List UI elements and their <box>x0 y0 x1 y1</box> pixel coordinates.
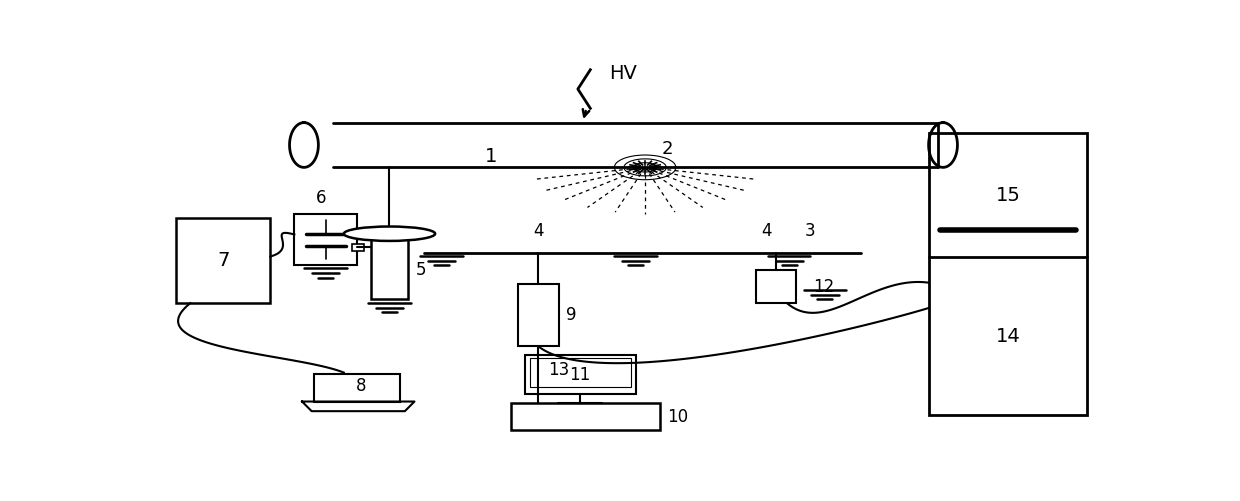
Text: 9: 9 <box>567 306 577 324</box>
Bar <box>176 218 270 303</box>
Text: HV: HV <box>610 64 637 83</box>
Text: 10: 10 <box>667 408 688 426</box>
Bar <box>294 214 357 265</box>
Text: 7: 7 <box>217 251 229 270</box>
Text: 12: 12 <box>813 278 835 296</box>
Text: 8: 8 <box>356 377 367 395</box>
Ellipse shape <box>343 226 435 241</box>
Bar <box>755 271 796 303</box>
Text: 5: 5 <box>415 261 425 279</box>
Text: 6: 6 <box>315 189 326 207</box>
Bar <box>371 233 408 299</box>
Text: 15: 15 <box>996 186 1021 205</box>
Bar <box>929 133 1087 415</box>
Text: 4: 4 <box>761 221 771 239</box>
Text: 14: 14 <box>996 327 1021 346</box>
Bar <box>525 355 635 394</box>
Text: 13: 13 <box>548 361 569 379</box>
Bar <box>352 244 363 250</box>
Bar <box>518 284 558 346</box>
Text: 2: 2 <box>661 140 673 158</box>
Text: 4: 4 <box>533 221 543 239</box>
Text: 3: 3 <box>805 221 815 239</box>
Bar <box>511 403 660 430</box>
Bar <box>529 358 631 387</box>
Bar <box>314 374 401 401</box>
Text: 11: 11 <box>569 366 591 384</box>
Text: 1: 1 <box>485 147 497 166</box>
